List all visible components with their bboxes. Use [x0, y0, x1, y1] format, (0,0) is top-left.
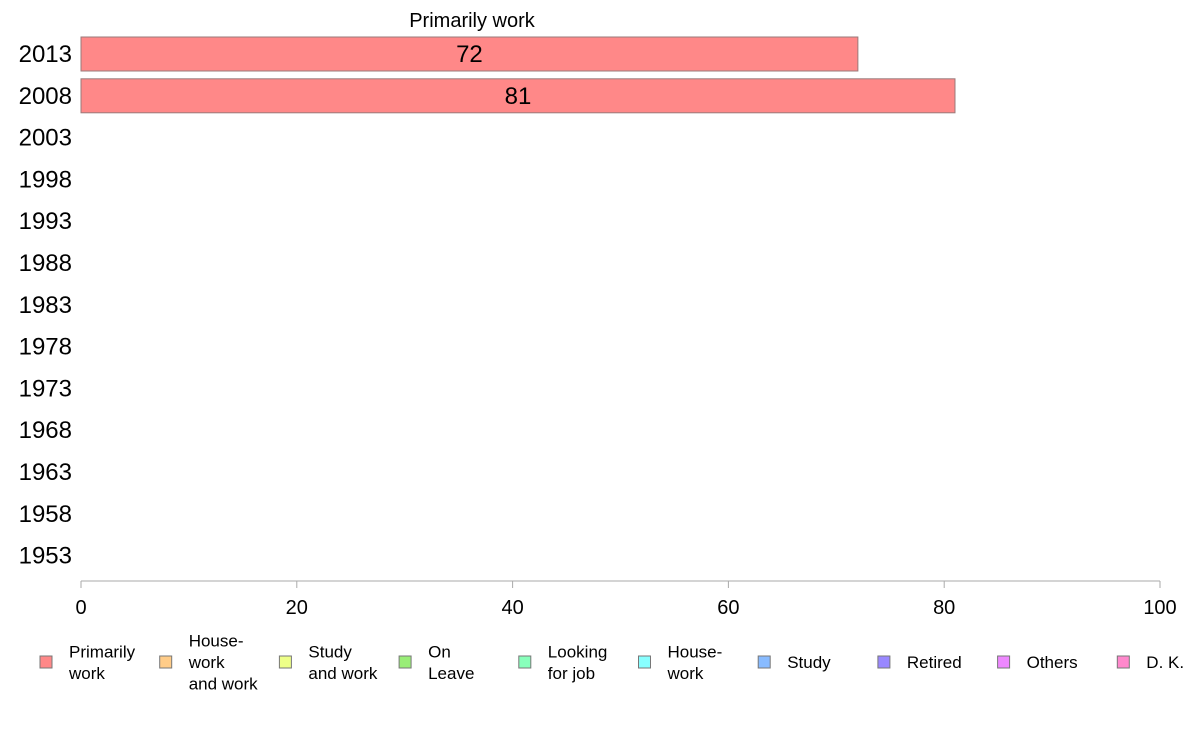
legend-swatch-d-k	[1116, 655, 1130, 669]
year-label-1978: 1978	[19, 334, 72, 361]
bar-value-label-2013: 72	[456, 41, 483, 68]
legend-swatch-primarily-work	[39, 655, 53, 669]
legend-label-line: and work	[308, 664, 377, 683]
legend-swatch-retired	[877, 655, 891, 669]
x-axis: 0 20 40 60 80 100	[75, 580, 1177, 619]
legend-label-line: work	[188, 653, 225, 672]
legend-item-on-leave: On Leave	[398, 642, 474, 683]
year-label-2003: 2003	[19, 125, 72, 152]
legend-item-d-k: D. K.	[1116, 653, 1184, 672]
legend-label-line: Others	[1027, 653, 1078, 672]
year-label-1963: 1963	[19, 459, 72, 486]
year-label-1958: 1958	[19, 501, 72, 528]
year-label-2013: 2013	[19, 41, 72, 68]
legend-item-retired: Retired	[877, 653, 962, 672]
legend-swatch-on-leave	[398, 655, 412, 669]
legend-label-line: Leave	[428, 664, 474, 683]
legend-label-line: work	[68, 664, 105, 683]
x-tick-label-60: 60	[717, 597, 739, 619]
legend-item-others: Others	[997, 653, 1078, 672]
legend-item-house-work: House-work	[638, 642, 723, 683]
legend-label-line: work	[667, 664, 704, 683]
legend-swatch-looking-for-job	[518, 655, 532, 669]
year-label-1998: 1998	[19, 166, 72, 193]
legend-swatch-study-and-work	[278, 655, 292, 669]
legend-label-line: Looking	[548, 642, 608, 661]
legend-label-line: House-	[668, 642, 723, 661]
year-label-2008: 2008	[19, 83, 72, 110]
legend-label-line: House-	[189, 632, 244, 651]
x-tick-label-0: 0	[75, 597, 86, 619]
bar-2008	[80, 78, 956, 114]
legend-label-line: Retired	[907, 653, 962, 672]
bar-group: 72 81	[80, 36, 956, 114]
year-axis-labels: 2013 2008 2003 1998 1993 1988 1983 1978 1973 1968…	[19, 41, 72, 570]
legend-label-line: and work	[189, 675, 258, 694]
year-label-1983: 1983	[19, 292, 72, 319]
x-tick-label-20: 20	[286, 597, 308, 619]
legend-swatch-study	[757, 655, 771, 669]
legend-label-line: D. K.	[1146, 653, 1184, 672]
legend-item-house-work-and-work: House-work and work	[159, 632, 258, 694]
year-label-1968: 1968	[19, 417, 72, 444]
year-label-1993: 1993	[19, 208, 72, 235]
bar-value-label-2008: 81	[505, 83, 532, 110]
year-label-1988: 1988	[19, 250, 72, 277]
chart-title: Primarily work	[409, 10, 536, 32]
legend-item-looking-for-job: Looking for job	[518, 642, 608, 683]
legend-item-primarily-work: Primarily work	[39, 642, 136, 683]
legend-label-line: for job	[548, 664, 595, 683]
legend-label-line: Study	[787, 653, 831, 672]
x-tick-label-80: 80	[933, 597, 955, 619]
legend-swatch-house-work-and-work	[159, 655, 173, 669]
x-tick-label-100: 100	[1143, 597, 1176, 619]
legend-swatch-house-work	[638, 655, 651, 669]
legend-label-line: On	[428, 642, 451, 661]
legend-label-line: Primarily	[69, 642, 136, 661]
x-tick-label-40: 40	[501, 597, 523, 619]
legend-item-study: Study	[757, 653, 831, 672]
legend-swatch-others	[997, 655, 1011, 669]
legend-item-study-and-work: Study and work	[278, 642, 378, 683]
bar-2013	[80, 36, 859, 72]
year-label-1973: 1973	[19, 375, 72, 402]
year-label-1953: 1953	[19, 543, 72, 570]
legend-label-line: Study	[308, 642, 352, 661]
